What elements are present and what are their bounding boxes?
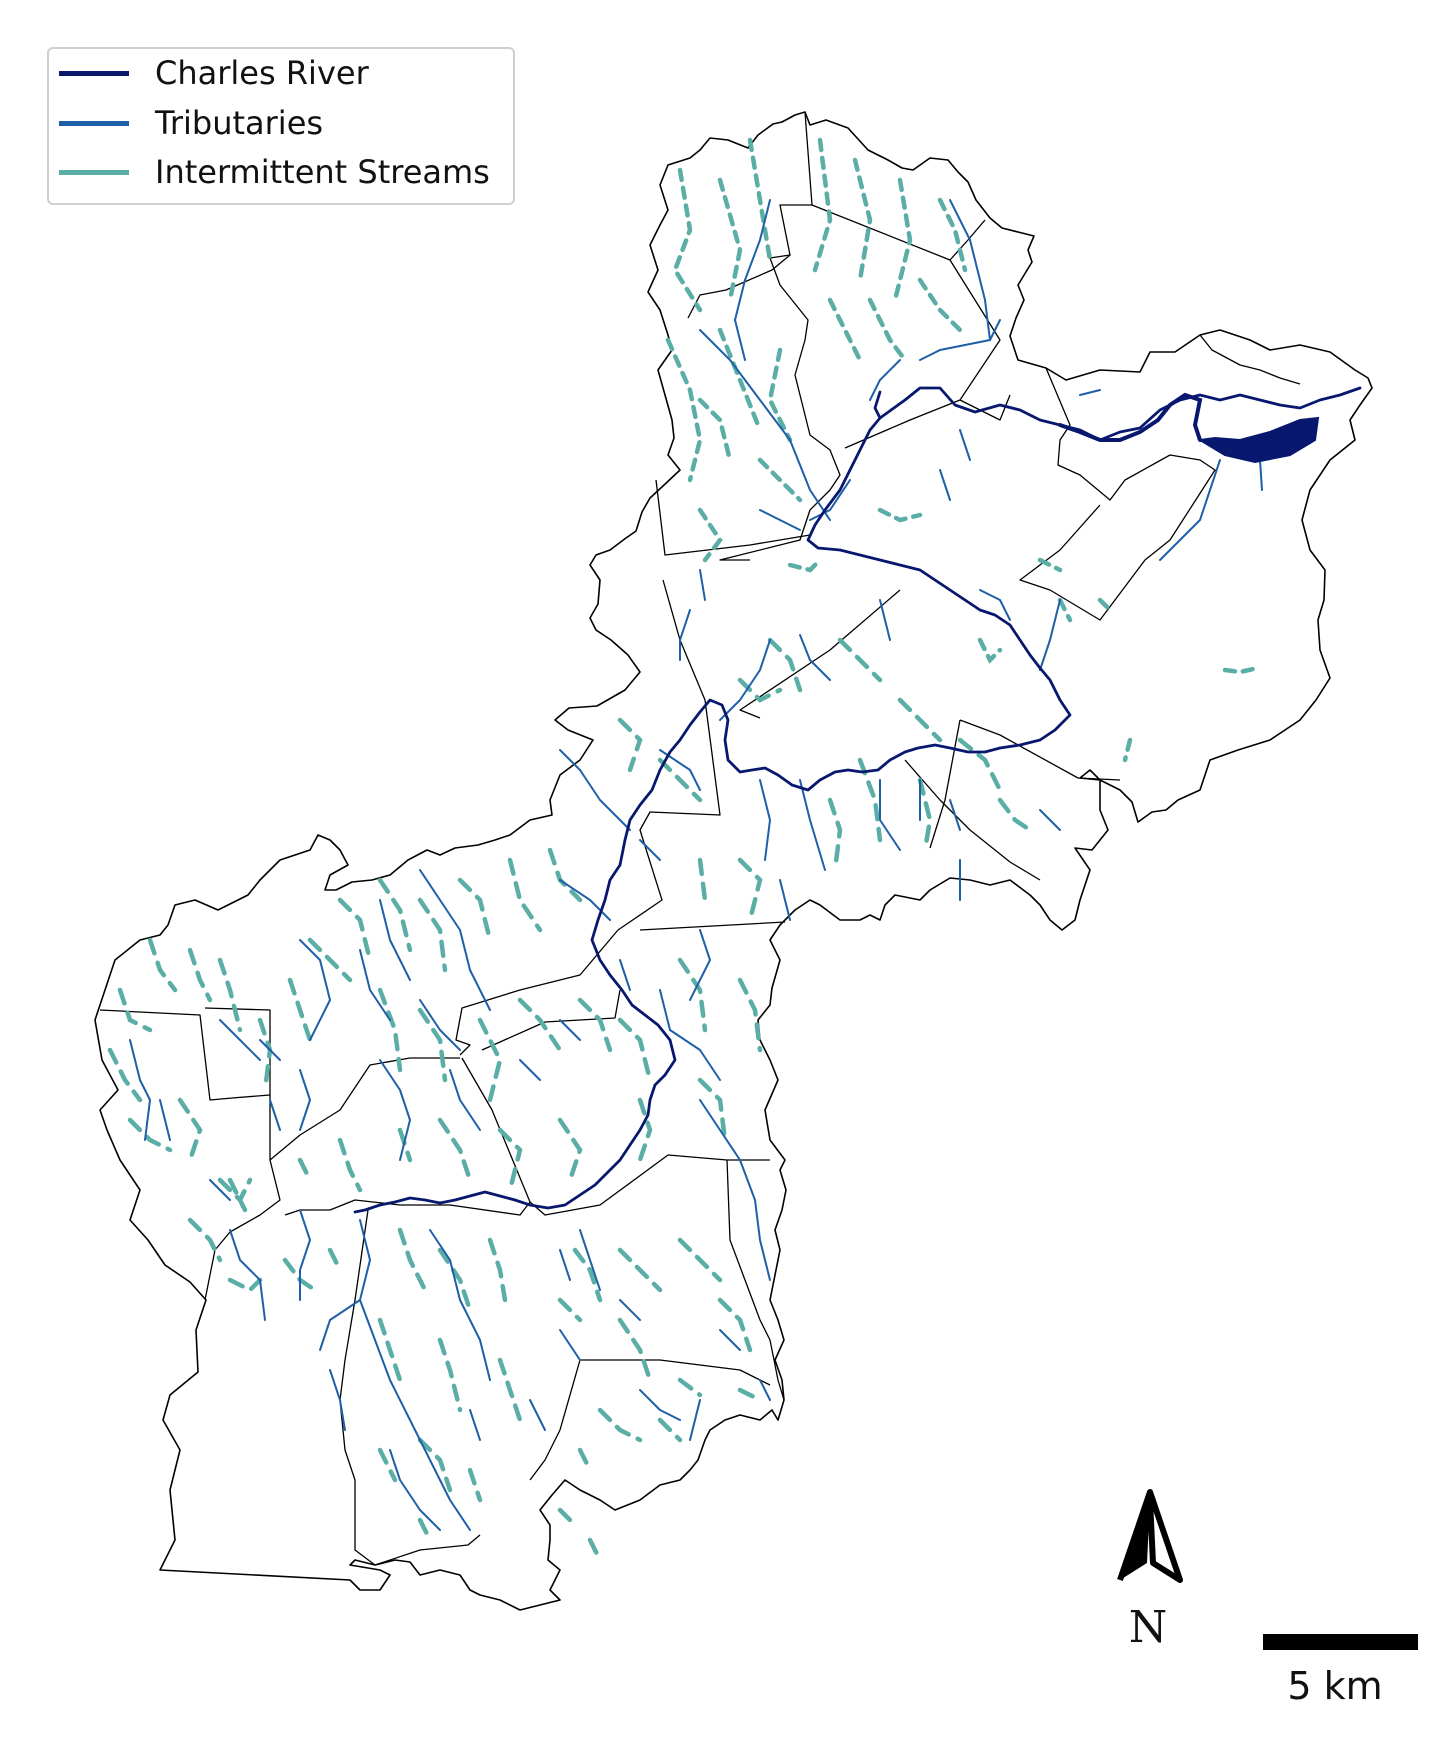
legend-label: Charles River (155, 54, 369, 92)
legend-swatch-charles-river (59, 70, 129, 76)
charles-river-basin (1197, 416, 1320, 464)
charles-river-mouth (1058, 392, 1203, 442)
legend-item-charles-river: Charles River (59, 53, 369, 93)
legend-swatch-tributaries (59, 120, 129, 126)
north-arrow-icon (1117, 1489, 1183, 1583)
legend-label: Tributaries (155, 104, 324, 142)
scale-bar-label: 5 km (1287, 1664, 1383, 1708)
scale-bar (1263, 1634, 1418, 1650)
watershed-boundary (94, 111, 1373, 1611)
charles-river (353, 386, 1362, 1214)
map-legend: Charles River Tributaries Intermittent S… (47, 47, 515, 205)
intermittent-streams (107, 137, 1261, 1563)
tributaries (129, 199, 1263, 1531)
legend-item-intermittent-streams: Intermittent Streams (59, 152, 490, 192)
legend-item-tributaries: Tributaries (59, 103, 323, 143)
town-boundaries (99, 111, 1301, 1566)
legend-swatch-intermittent-streams (59, 169, 129, 175)
north-arrow-label: N (1128, 1602, 1168, 1653)
legend-label: Intermittent Streams (155, 153, 490, 191)
